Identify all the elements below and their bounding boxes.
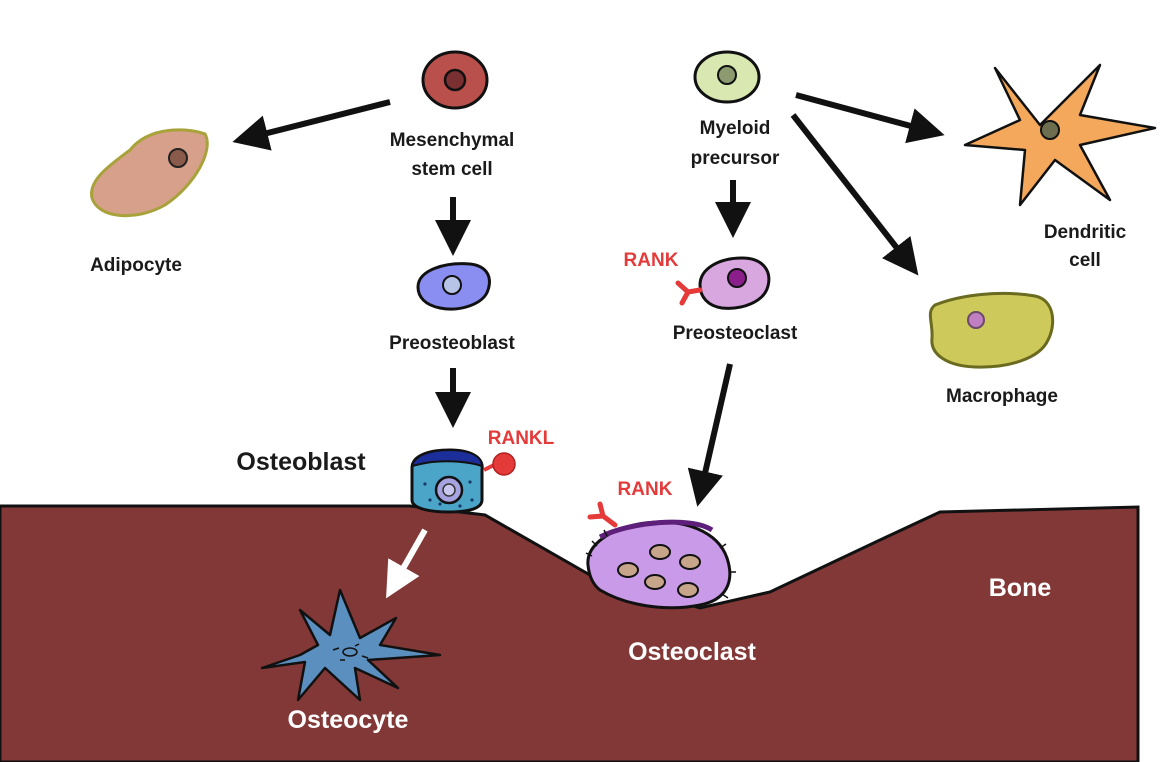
rank-osteoclast-label: RANK: [618, 479, 673, 500]
rank-receptor-icon: [675, 280, 703, 306]
rank-receptor-osteoclast-icon: [587, 501, 618, 528]
macrophage-icon: [928, 291, 1055, 369]
osteoclast-label: Osteoclast: [628, 638, 757, 666]
rankl-label: RANKL: [488, 428, 555, 449]
arrow-myeloid-to-dendritic: [795, 92, 945, 144]
rankl-ligand-icon: [483, 452, 516, 476]
preosteoblast-icon: [416, 262, 491, 311]
arrow-msc-to-adipocyte: [232, 99, 391, 151]
dendritic-label-line1: Dendritic: [1044, 222, 1127, 243]
adipocyte-icon: [90, 128, 209, 218]
arrow-myeloid-to-macrophage: [790, 113, 919, 276]
bone-label: Bone: [989, 574, 1052, 602]
preosteoblast-label: Preosteoblast: [389, 333, 515, 354]
osteoblast-label: Osteoblast: [236, 448, 366, 476]
myeloid-precursor-icon: [693, 50, 761, 104]
preosteoclast-icon: [698, 256, 771, 310]
mesenchymal-stem-cell-icon: [421, 50, 489, 110]
osteoclast-icon: [585, 519, 736, 610]
msc-label-line2: stem cell: [411, 159, 492, 180]
osteoblast-icon: [410, 448, 484, 514]
rank-preosteoclast-label: RANK: [624, 250, 679, 271]
msc-label-line1: Mesenchymal: [390, 130, 515, 151]
preosteoclast-label: Preosteoclast: [673, 323, 798, 344]
adipocyte-label: Adipocyte: [90, 255, 182, 276]
arrow-preosteoclast-to-osteoclast: [687, 363, 733, 507]
myeloid-label-line2: precursor: [691, 148, 780, 169]
osteocyte-label: Osteocyte: [288, 706, 409, 734]
myeloid-label-line1: Myeloid: [700, 118, 771, 139]
macrophage-label: Macrophage: [946, 386, 1058, 407]
bone-tissue: [0, 504, 1140, 762]
osteocyte-icon: [260, 588, 442, 702]
lineage-arrows: [232, 92, 945, 507]
arrow-osteoblast-to-osteocyte: [386, 528, 428, 599]
dendritic-cell-icon: [963, 63, 1157, 207]
dendritic-label-line2: cell: [1069, 250, 1101, 271]
